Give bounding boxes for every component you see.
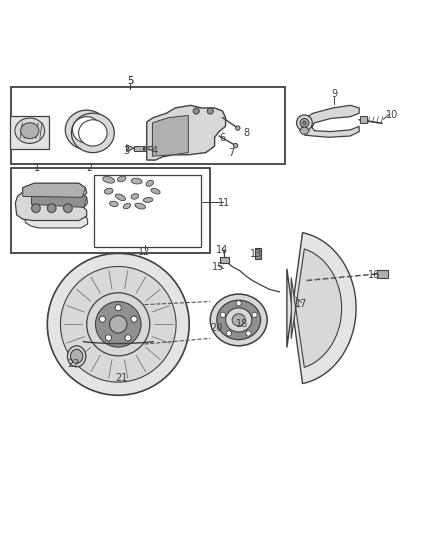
Text: 22: 22 — [67, 359, 80, 369]
Ellipse shape — [131, 178, 142, 184]
Polygon shape — [23, 183, 85, 197]
Polygon shape — [24, 193, 88, 228]
Ellipse shape — [143, 198, 153, 203]
Text: 7: 7 — [228, 148, 234, 158]
Text: 1: 1 — [34, 163, 40, 173]
Text: 11: 11 — [218, 198, 230, 208]
Circle shape — [115, 304, 121, 311]
Ellipse shape — [71, 113, 114, 152]
Ellipse shape — [151, 188, 160, 194]
Ellipse shape — [135, 203, 145, 209]
Text: 6: 6 — [219, 133, 226, 143]
Text: 3: 3 — [123, 146, 129, 156]
Text: 18: 18 — [236, 319, 248, 329]
Bar — [11, 87, 285, 164]
Circle shape — [300, 118, 309, 127]
Polygon shape — [377, 270, 388, 278]
Circle shape — [106, 335, 112, 341]
Ellipse shape — [115, 194, 126, 200]
Circle shape — [297, 115, 312, 131]
Polygon shape — [148, 146, 153, 150]
Ellipse shape — [67, 346, 86, 367]
Circle shape — [236, 301, 241, 306]
Circle shape — [32, 204, 40, 213]
Bar — [134, 146, 143, 151]
Ellipse shape — [210, 294, 267, 346]
Polygon shape — [32, 193, 87, 207]
Ellipse shape — [232, 314, 245, 326]
Bar — [11, 168, 210, 253]
Circle shape — [220, 312, 226, 318]
Ellipse shape — [15, 118, 45, 143]
Circle shape — [87, 293, 150, 356]
Text: 12: 12 — [138, 247, 151, 256]
Polygon shape — [15, 183, 87, 221]
Circle shape — [110, 316, 127, 333]
Circle shape — [226, 331, 232, 336]
Text: 4: 4 — [151, 146, 157, 156]
Circle shape — [95, 302, 141, 347]
Ellipse shape — [102, 176, 115, 183]
Circle shape — [99, 316, 106, 322]
Ellipse shape — [65, 110, 108, 150]
Text: 14: 14 — [216, 245, 229, 255]
Text: 2: 2 — [87, 163, 93, 173]
Ellipse shape — [21, 123, 39, 139]
Circle shape — [236, 126, 240, 130]
Text: 21: 21 — [116, 373, 128, 383]
Circle shape — [125, 335, 131, 341]
Ellipse shape — [110, 201, 118, 207]
Bar — [144, 146, 148, 151]
Circle shape — [131, 316, 137, 322]
Polygon shape — [304, 126, 359, 138]
Text: 10: 10 — [386, 110, 398, 120]
Ellipse shape — [71, 349, 83, 364]
Text: 8: 8 — [243, 128, 249, 138]
Polygon shape — [287, 232, 356, 384]
Circle shape — [303, 121, 306, 125]
Circle shape — [47, 253, 189, 395]
Ellipse shape — [117, 176, 126, 182]
Polygon shape — [300, 127, 309, 134]
Polygon shape — [360, 116, 367, 123]
Bar — [255, 248, 261, 259]
Bar — [10, 116, 49, 149]
Ellipse shape — [73, 117, 101, 143]
Ellipse shape — [146, 180, 153, 187]
Text: 9: 9 — [331, 90, 337, 99]
Bar — [220, 257, 229, 263]
Polygon shape — [147, 106, 226, 160]
Circle shape — [246, 331, 251, 336]
Circle shape — [207, 108, 213, 114]
Text: 20: 20 — [211, 323, 223, 333]
Text: 13: 13 — [250, 249, 262, 259]
Ellipse shape — [124, 203, 131, 209]
Circle shape — [60, 266, 176, 382]
Circle shape — [47, 204, 56, 213]
Polygon shape — [152, 115, 188, 156]
Text: 16: 16 — [368, 270, 381, 280]
Ellipse shape — [226, 308, 252, 332]
Circle shape — [233, 143, 238, 148]
Circle shape — [64, 204, 72, 213]
Circle shape — [252, 312, 257, 318]
Text: 5: 5 — [127, 76, 133, 86]
Text: 5: 5 — [127, 76, 133, 86]
Ellipse shape — [79, 120, 107, 146]
Ellipse shape — [217, 300, 261, 340]
Polygon shape — [304, 106, 359, 127]
Text: 15: 15 — [212, 262, 224, 272]
Circle shape — [193, 108, 199, 114]
Ellipse shape — [104, 188, 113, 194]
Text: 17: 17 — [295, 298, 307, 309]
Ellipse shape — [131, 193, 139, 199]
Polygon shape — [127, 145, 134, 152]
Bar — [94, 174, 201, 247]
Polygon shape — [291, 249, 342, 367]
